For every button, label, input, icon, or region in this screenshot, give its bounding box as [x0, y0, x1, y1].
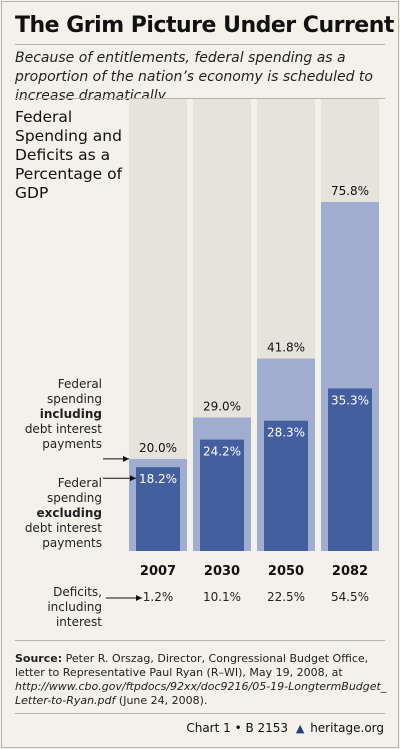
title-divider [15, 44, 385, 45]
deficit-value: 54.5% [331, 590, 369, 604]
bar-excluding-interest [200, 439, 244, 551]
data-label-including: 75.8% [331, 184, 369, 198]
chart-reference: Chart 1 • B 2153 [186, 721, 289, 735]
data-label-including: 20.0% [139, 441, 177, 455]
deficit-value: 22.5% [267, 590, 305, 604]
legend-excluding-arrow-head [130, 475, 136, 482]
liberty-bell-icon: ▲ [295, 722, 305, 735]
subtitle: Because of entitlements, federal spendin… [15, 50, 373, 104]
deficit-value: 10.1% [203, 590, 241, 604]
x-tick-label: 2050 [268, 564, 304, 579]
source-divider [15, 640, 385, 641]
data-label-excluding: 18.2% [139, 472, 177, 486]
chart-title: Federal Spending and Deficits as a Perce… [15, 108, 123, 202]
deficits-arrow-head [136, 595, 142, 601]
footer-divider [15, 713, 385, 714]
bar-excluding-interest [136, 467, 180, 551]
bar-excluding-interest [264, 420, 308, 551]
data-label-excluding: 35.3% [331, 393, 369, 407]
x-tick-label: 2030 [204, 564, 240, 579]
legend-deficits: Deficits, including interest [47, 585, 102, 629]
legend-including: Federal spending including debt interest… [24, 377, 102, 451]
data-label-excluding: 24.2% [203, 445, 241, 459]
data-label-excluding: 28.3% [267, 426, 305, 440]
bar-chart: 20.0% 18.2% 2007 1.2% 29.0% 24.2% 2030 10.1% 41.… [103, 99, 379, 604]
bar-excluding-interest [328, 388, 372, 551]
data-label-including: 29.0% [203, 399, 241, 413]
x-tick-label: 2082 [332, 564, 368, 579]
deficit-value: 1.2% [143, 590, 174, 604]
data-label-including: 41.8% [267, 341, 305, 355]
brand-link[interactable]: heritage.org [310, 721, 384, 735]
footer: Chart 1 • B 2153 ▲ heritage.org [186, 721, 384, 735]
source-note: Source: Peter R. Orszag, Director, Congr… [15, 652, 387, 707]
page-title: The Grim Picture Under Current Law [15, 13, 398, 38]
legend-including-arrow-head [123, 455, 129, 462]
legend-excluding: Federal spending excluding debt interest… [24, 476, 102, 550]
subtitle-divider [15, 98, 385, 99]
x-tick-label: 2007 [140, 564, 176, 579]
